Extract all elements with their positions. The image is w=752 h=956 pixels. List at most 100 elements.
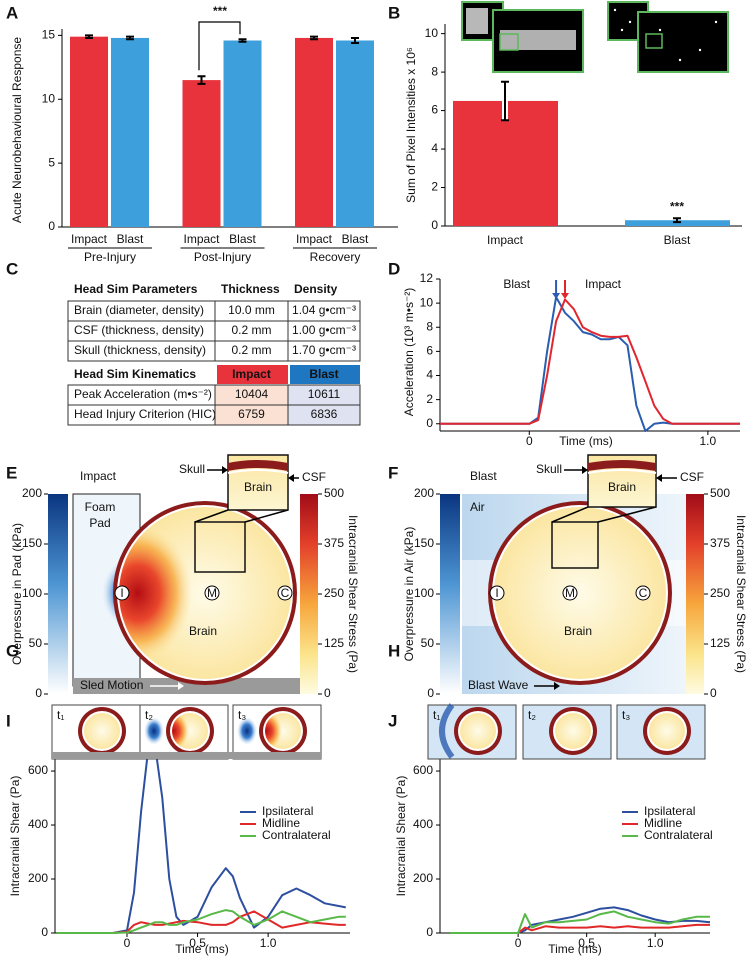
region-marker xyxy=(114,585,130,601)
colorbar-tick-label: 0 xyxy=(35,686,42,700)
y-tick-label: 5 xyxy=(48,155,55,169)
inset-dot xyxy=(714,20,718,24)
bar xyxy=(70,36,108,227)
inset-dot xyxy=(658,28,662,32)
brain-label: Brain xyxy=(564,624,592,638)
bar-label: Impact xyxy=(296,232,333,246)
table-cell xyxy=(287,340,361,362)
bar-label: Impact xyxy=(71,232,108,246)
colorbar-tick-label: 0 xyxy=(710,686,717,700)
table-header: Impact xyxy=(232,367,271,381)
colorbar-tick-label: 200 xyxy=(22,486,42,500)
panel-title: Blast xyxy=(470,469,497,483)
x-axis-label: Time (ms) xyxy=(559,434,613,448)
arrow-head xyxy=(552,293,561,299)
legend-label: Midline xyxy=(644,816,682,830)
zoom-box xyxy=(551,521,599,569)
csf-label: CSF xyxy=(302,470,326,484)
panel-letter: J xyxy=(388,711,397,730)
table-header: Density xyxy=(294,282,338,296)
significance: *** xyxy=(670,199,684,213)
region-label: C xyxy=(639,586,648,600)
error-bar xyxy=(351,36,359,45)
table-cell-text: Skull (thickness, density) xyxy=(74,343,206,357)
y-tick-label: 400 xyxy=(28,817,48,831)
colorbar-tick-label: 100 xyxy=(22,586,42,600)
region-marker xyxy=(562,585,578,601)
y-tick-label: 600 xyxy=(28,763,48,777)
table-header: Thickness xyxy=(221,282,280,296)
error-bar xyxy=(85,34,93,39)
region-label: C xyxy=(281,586,290,600)
region-label: I xyxy=(495,586,498,600)
colorbar-tick-label: 250 xyxy=(710,586,730,600)
table-cell-text: 1.04 g•cm⁻³ xyxy=(292,303,356,317)
skull-label: Skull xyxy=(179,462,205,476)
table-header-cell xyxy=(290,365,360,384)
colorbar-label: Overpressure in Pad (kPa) xyxy=(10,523,24,665)
inset-dot xyxy=(698,48,702,52)
table-cell-text: 1.00 g•cm⁻³ xyxy=(292,323,356,337)
bar-label: Blast xyxy=(342,232,369,246)
x-tick-label: 0.5 xyxy=(189,936,206,950)
table-header: Blast xyxy=(309,367,338,381)
brain xyxy=(649,713,685,749)
table-cell-text: 10404 xyxy=(235,387,269,401)
x-tick-label: Blast xyxy=(664,233,691,247)
stress-region xyxy=(265,713,283,749)
zoom-connector xyxy=(244,509,289,523)
y-tick-label: 200 xyxy=(413,871,433,885)
bar xyxy=(182,80,221,227)
inset-zoom xyxy=(499,33,519,51)
group-label: Pre-Injury xyxy=(84,250,136,264)
medium-label: Pad xyxy=(89,516,110,530)
medium-label: Air xyxy=(470,500,485,514)
colorbar-tick-label: 50 xyxy=(29,636,43,650)
y-tick-label: 0 xyxy=(431,218,438,232)
panel-letter: E xyxy=(6,463,17,482)
x-tick-label: 0 xyxy=(526,434,533,448)
pad-pressure xyxy=(237,717,257,745)
y-tick-label: 4 xyxy=(426,368,433,382)
panel-letter: G xyxy=(6,641,19,660)
colorbar-tick-label: 150 xyxy=(22,536,42,550)
y-tick-label: 10 xyxy=(420,295,434,309)
line xyxy=(56,909,346,934)
series-label: Blast xyxy=(503,277,530,291)
y-tick-label: 400 xyxy=(413,817,433,831)
table-header: Head Sim Kinematics xyxy=(74,367,196,381)
frame-label: t₂ xyxy=(145,708,153,722)
table-cell-text: Brain (diameter, density) xyxy=(74,303,204,317)
x-tick-label: 1.0 xyxy=(260,936,277,950)
frame-label: t₁ xyxy=(433,708,440,722)
x-tick-label: 1.0 xyxy=(700,434,717,448)
inset-signal xyxy=(500,30,576,50)
colorbar-tick-label: 50 xyxy=(421,636,435,650)
colorbar-label: Intracranial Shear Stress (Pa) xyxy=(346,515,360,673)
arrow-head xyxy=(178,682,184,690)
region-marker xyxy=(277,585,293,601)
frame-label: t₃ xyxy=(238,708,246,722)
error-bar xyxy=(126,35,134,41)
x-tick-label: 0.5 xyxy=(578,936,595,950)
bar-label: Blast xyxy=(229,232,256,246)
zoom-box xyxy=(194,521,246,573)
table-cell-text: 0.2 mm xyxy=(231,323,271,337)
region-marker xyxy=(489,585,505,601)
brain xyxy=(460,713,496,749)
inset-label: Brain xyxy=(608,480,636,494)
y-tick-label: 0 xyxy=(426,925,433,939)
group-label: Recovery xyxy=(310,250,361,264)
y-tick-label: 6 xyxy=(431,103,438,117)
error-bar xyxy=(197,75,206,85)
y-tick-label: 2 xyxy=(426,392,433,406)
motion-label: Blast Wave xyxy=(468,678,529,692)
bar xyxy=(295,37,333,227)
error-bar xyxy=(673,217,681,224)
colorbar-tick-label: 200 xyxy=(414,486,434,500)
colorbar xyxy=(440,494,460,694)
stress-region xyxy=(119,524,193,662)
y-tick-label: 10 xyxy=(425,26,439,40)
y-tick-label: 10 xyxy=(42,91,56,105)
